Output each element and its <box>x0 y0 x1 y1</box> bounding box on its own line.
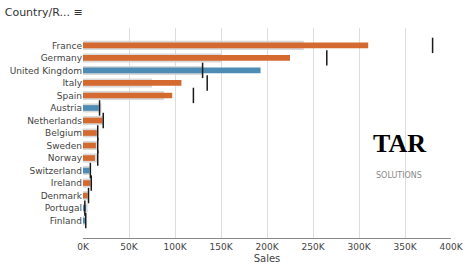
svg-text:Finland: Finland <box>50 216 82 226</box>
svg-text:350K: 350K <box>393 242 417 252</box>
svg-text:0K: 0K <box>77 242 90 252</box>
svg-text:300K: 300K <box>347 242 371 252</box>
svg-text:United Kingdom: United Kingdom <box>10 66 82 76</box>
svg-text:SOLUTIONS: SOLUTIONS <box>376 171 422 180</box>
svg-text:Denmark: Denmark <box>41 191 83 201</box>
svg-text:Sweden: Sweden <box>46 141 82 151</box>
svg-text:Country/R... ≡: Country/R... ≡ <box>5 6 83 19</box>
svg-text:100K: 100K <box>163 242 187 252</box>
svg-text:Norway: Norway <box>48 153 83 163</box>
svg-text:250K: 250K <box>301 242 325 252</box>
svg-text:400K: 400K <box>439 242 463 252</box>
svg-text:150K: 150K <box>209 242 233 252</box>
svg-text:TAR: TAR <box>373 129 426 158</box>
svg-text:Austria: Austria <box>50 103 82 113</box>
svg-text:Spain: Spain <box>57 91 82 101</box>
svg-text:Ireland: Ireland <box>51 178 82 188</box>
svg-text:Netherlands: Netherlands <box>27 116 82 126</box>
svg-text:Portugal: Portugal <box>45 203 82 213</box>
svg-text:Switzerland: Switzerland <box>30 166 83 176</box>
svg-text:Belgium: Belgium <box>45 128 82 138</box>
svg-text:200K: 200K <box>255 242 279 252</box>
svg-text:Sales: Sales <box>254 253 281 264</box>
svg-text:France: France <box>52 41 82 51</box>
svg-text:Germany: Germany <box>41 53 83 63</box>
svg-text:50K: 50K <box>120 242 138 252</box>
svg-text:Italy: Italy <box>62 78 82 88</box>
